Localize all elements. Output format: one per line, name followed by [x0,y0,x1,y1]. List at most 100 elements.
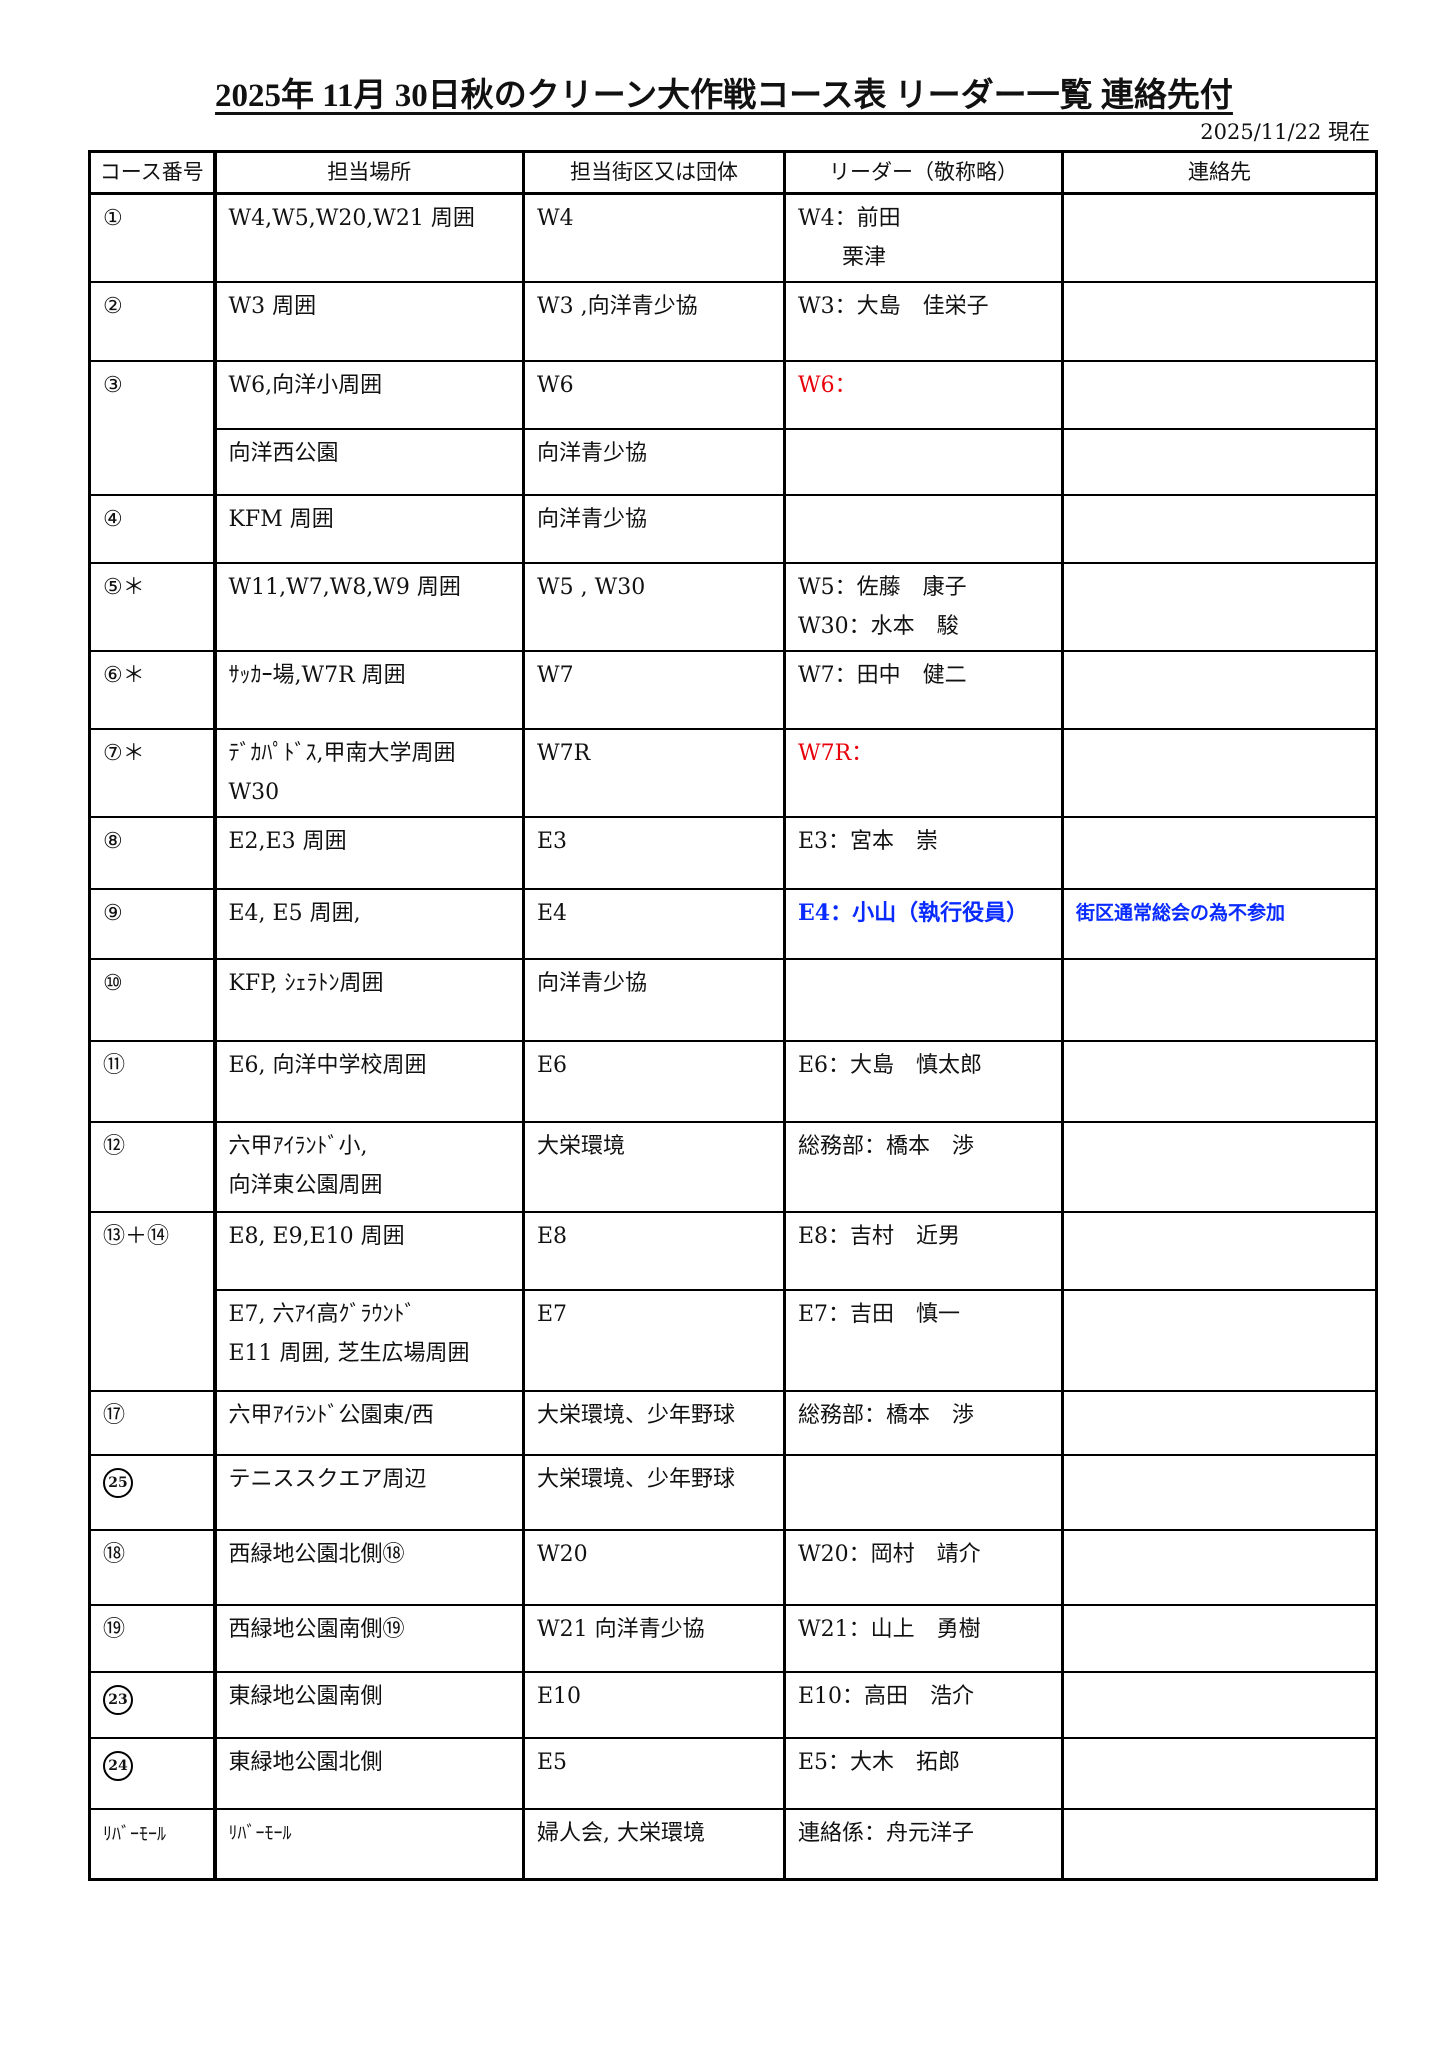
circled-number-icon: 24 [103,1751,133,1781]
group-cell-line: E5 [537,1750,568,1775]
course-number: ① [88,192,217,283]
leader-cell-line: 総務部：橋本 渉 [798,1403,975,1428]
leader-cell-line: W30：水本 駿 [798,614,959,639]
table-row: E7, 六ｱｲ高ｸﾞﾗｳﾝﾄﾞ E11 周囲, 芝生広場周囲 E7 E7：吉田 慎一 [90,1289,1378,1392]
place-cell-line: E2,E3 周囲 [228,829,347,854]
contact-cell [1061,958,1378,1042]
place-cell: テニススクエア周辺 [213,1454,525,1531]
leader-cell: W20：岡村 靖介 [783,1529,1064,1606]
group-cell: 大栄環境、少年野球 [522,1454,786,1531]
course-number: ⑲ [88,1604,217,1673]
course-number: ③ [88,360,217,496]
leader-cell-line: W7R： [798,741,874,766]
group-cell: W5 , W30 [522,562,786,652]
course-number: ⑫ [88,1121,217,1213]
contact-cell [1061,281,1378,362]
place-cell-line: 向洋西公園 [228,441,339,466]
place-cell: 向洋西公園 [213,428,525,496]
place-cell: KFP, ｼｪﾗﾄﾝ周囲 [213,958,525,1042]
group-cell-line: E10 [537,1684,582,1709]
as-of-date: 2025/11/22 現在 [1200,120,1370,144]
leader-cell-line: W21：山上 勇樹 [798,1617,981,1642]
contact-cell [1061,728,1378,818]
contact-cell [1061,1454,1378,1531]
course-number: ⑱ [88,1529,217,1606]
group-cell-line: 大栄環境、少年野球 [537,1467,736,1492]
group-cell: E5 [522,1737,786,1810]
table-row: ⑨ E4, E5 周囲, E4 E4：小山（執行役員） 街区通常総会の為不参加 [88,888,1378,960]
course-number-text: ⑱ [103,1542,126,1567]
table-row: 向洋西公園 向洋青少協 [90,428,1378,496]
place-cell: 東緑地公園南側 [213,1671,525,1739]
place-cell-line: W4,W5,W20,W21 周囲 [228,206,475,231]
course-number: ⑰ [88,1390,217,1456]
place-cell: W3 周囲 [213,281,525,362]
contact-cell [1061,1737,1378,1810]
contact-cell [1061,1529,1378,1606]
group-cell: E8 [522,1211,786,1291]
page-title: 2025年 11月 30日秋のクリーン大作戦コース表 リーダー一覧 連絡先付 [0,68,1448,116]
leader-cell [783,428,1064,496]
table-row: ② W3 周囲 W3 ,向洋青少協 W3：大島 佳栄子 [88,281,1378,362]
table-row: ① W4,W5,W20,W21 周囲 W4 W4：前田 栗津 [88,192,1378,283]
place-cell-line: W6,向洋小周囲 [228,373,383,398]
group-cell: W6 [522,360,786,430]
leader-cell: E8：吉村 近男 [783,1211,1064,1291]
leader-cell-line: W4：前田 [798,206,901,231]
table-row: ⑩ KFP, ｼｪﾗﾄﾝ周囲 向洋青少協 [88,958,1378,1042]
course-number: ⑬＋⑭ [88,1211,217,1392]
group-cell-line: W20 [537,1542,588,1567]
place-cell-line: E11 周囲, 芝生広場周囲 [228,1341,470,1366]
contact-cell [1061,428,1378,496]
course-number-text: ⑫ [103,1134,126,1159]
table-row: ⑬＋⑭ E8, E9,E10 周囲 E8 E8：吉村 近男 [88,1211,1378,1392]
place-cell-line: E6, 向洋中学校周囲 [228,1053,427,1078]
place-cell-line: ﾘﾊﾞｰﾓｰﾙ [228,1823,292,1844]
group-cell: W3 ,向洋青少協 [522,281,786,362]
leader-cell: E3：宮本 崇 [783,816,1064,890]
contact-cell [1061,1211,1378,1291]
place-cell-line: W30 [228,780,280,805]
place-cell-line: ﾃﾞｶﾊﾟﾄﾞｽ,甲南大学周囲 [228,741,456,766]
table-row: ⑥＊ ｻｯｶｰ場,W7R 周囲 W7 W7：田中 健二 [88,650,1378,730]
group-cell: E6 [522,1040,786,1123]
group-cell-line: W6 [537,373,574,398]
table-row: 23 東緑地公園南側 E10 E10：高田 浩介 [88,1671,1378,1739]
group-cell: 向洋青少協 [522,428,786,496]
group-cell: W4 [522,192,786,283]
contact-cell [1061,1808,1378,1880]
course-number: ﾘﾊﾞｰﾓｰﾙ [88,1808,217,1880]
leader-cell-line: W5：佐藤 康子 [798,575,967,600]
contact-cell [1061,1121,1378,1213]
leader-cell: 総務部：橋本 渉 [783,1121,1064,1213]
leader-cell: W6： [783,360,1064,430]
group-cell-line: E6 [537,1053,568,1078]
table-row: ⑲ 西緑地公園南側⑲ W21 向洋青少協 W21：山上 勇樹 [88,1604,1378,1673]
group-cell-line: W21 向洋青少協 [537,1617,705,1642]
course-number-text: ④ [103,507,123,532]
group-cell-line: W4 [537,206,574,231]
place-cell: ﾘﾊﾞｰﾓｰﾙ [213,1808,525,1880]
contact-cell [1061,1390,1378,1456]
contact-cell [1061,1289,1378,1392]
header-leader: リーダー（敬称略） [783,150,1064,195]
place-cell: E6, 向洋中学校周囲 [213,1040,525,1123]
place-cell: W4,W5,W20,W21 周囲 [213,192,525,283]
course-number-text: ① [103,206,123,231]
leader-cell-line: E4：小山（執行役員） [798,900,1029,926]
group-cell-line: 向洋青少協 [537,441,648,466]
table-row: ⑧ E2,E3 周囲 E3 E3：宮本 崇 [88,816,1378,890]
course-number: 25 [88,1454,217,1531]
group-cell: 大栄環境 [522,1121,786,1213]
place-cell-line: 向洋東公園周囲 [228,1173,383,1198]
place-cell-line: 東緑地公園南側 [228,1684,383,1709]
course-number: ⑥＊ [88,650,217,730]
contact-cell-text: 街区通常総会の為不参加 [1076,902,1286,924]
place-cell-line: E8, E9,E10 周囲 [228,1224,405,1249]
table-row: 25 テニススクエア周辺 大栄環境、少年野球 [88,1454,1378,1531]
group-cell-line: 大栄環境 [537,1134,626,1159]
group-cell: E4 [522,888,786,960]
leader-cell: W4：前田 栗津 [783,192,1064,283]
table-row: 24 東緑地公園北側 E5 E5：大木 拓郎 [88,1737,1378,1810]
circled-number-icon: 25 [103,1468,133,1498]
